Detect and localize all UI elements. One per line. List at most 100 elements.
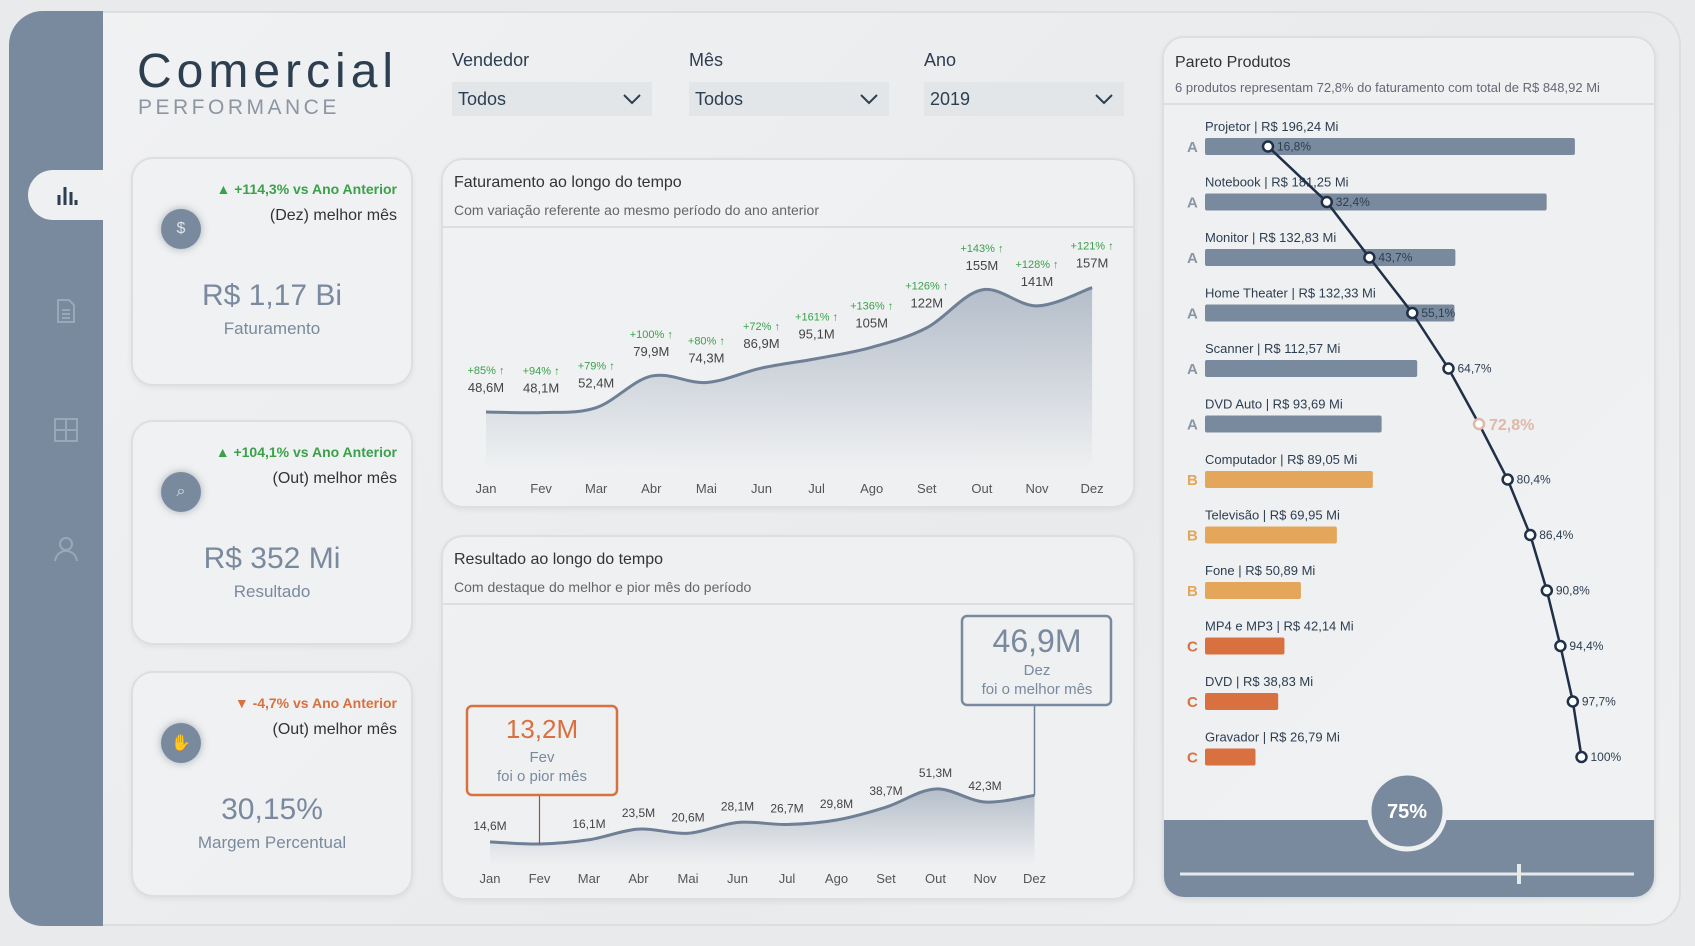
chevron-down-icon xyxy=(622,89,642,110)
kpi-best-month: (Out) melhor mês xyxy=(272,470,397,487)
product-label: Notebook | R$ 181,25 Mi xyxy=(1205,175,1349,190)
ano-dropdown[interactable]: 2019 xyxy=(924,82,1124,116)
value-label: 23,5M xyxy=(622,806,655,820)
abc-class: C xyxy=(1187,750,1198,767)
abc-class: C xyxy=(1187,639,1198,656)
product-label: Televisão | R$ 69,95 Mi xyxy=(1205,508,1340,523)
best-month: Dez xyxy=(1024,662,1051,679)
kpi-label: Resultado xyxy=(233,582,311,601)
cumulative-point xyxy=(1472,417,1486,431)
cumulative-point xyxy=(1501,473,1514,486)
value-label: 79,9M xyxy=(633,344,669,359)
x-tick-label: Set xyxy=(876,871,896,886)
x-tick-label: Out xyxy=(971,481,992,496)
cumulative-label: 100% xyxy=(1591,750,1622,764)
x-tick-label: Jul xyxy=(808,481,825,496)
chevron-down-icon xyxy=(859,89,879,110)
vendedor-value: Todos xyxy=(458,88,507,109)
product-bar xyxy=(1205,748,1256,766)
variation-label: +121% ↑ xyxy=(1071,241,1114,253)
value-label: 74,3M xyxy=(688,351,724,366)
product-bar xyxy=(1205,693,1279,710)
product-label: DVD Auto | R$ 93,69 Mi xyxy=(1205,397,1343,412)
vendedor-dropdown[interactable]: Todos xyxy=(452,82,652,116)
abc-class: A xyxy=(1187,250,1198,267)
value-label: 26,7M xyxy=(770,801,803,815)
cumulative-point xyxy=(1554,639,1567,653)
kpi-margem: ▼ -4,7% vs Ano Anterior (Out) melhor mês… xyxy=(131,671,413,897)
abc-class: A xyxy=(1187,306,1198,323)
variation-label: +79% ↑ xyxy=(578,361,615,373)
x-tick-label: Nov xyxy=(973,871,997,886)
mes-dropdown[interactable]: Todos xyxy=(689,82,889,116)
value-label: 38,7M xyxy=(869,784,902,798)
kpi-delta: ▼ -4,7% vs Ano Anterior xyxy=(234,695,397,711)
kpi-label: Margem Percentual xyxy=(197,833,347,852)
ano-value: 2019 xyxy=(930,88,971,109)
value-label: 42,3M xyxy=(968,779,1001,793)
worst-text: foi o pior mês xyxy=(497,768,587,785)
arrow-up-icon: ▲ xyxy=(215,444,234,460)
value-label: 95,1M xyxy=(799,327,835,342)
product-bar xyxy=(1205,360,1418,377)
abc-class: A xyxy=(1187,139,1198,156)
value-label: 16,1M xyxy=(572,817,605,831)
worst-month-callout xyxy=(465,704,619,797)
x-tick-label: Ago xyxy=(860,481,883,496)
variation-label: +80% ↑ xyxy=(688,336,725,348)
x-tick-label: Mar xyxy=(578,871,601,886)
abc-class: B xyxy=(1187,528,1198,545)
nav-grid[interactable] xyxy=(28,405,103,455)
page-title: Comercial xyxy=(137,45,399,98)
kpi-delta: ▲ +104,1% vs Ano Anterior xyxy=(215,444,397,460)
chart-title: Resultado ao longo do tempo xyxy=(454,551,664,568)
page-subtitle: PERFORMANCE xyxy=(138,96,340,119)
kpi-delta: ▲ +114,3% vs Ano Anterior xyxy=(216,181,398,197)
x-tick-label: Abr xyxy=(641,481,662,496)
x-tick-label: Jun xyxy=(751,481,772,496)
cumulative-label: 64,7% xyxy=(1457,362,1491,376)
value-label: 48,6M xyxy=(468,380,504,395)
x-tick-label: Out xyxy=(925,871,946,886)
filter-label-mes: Mês xyxy=(689,50,724,70)
x-tick-label: Fev xyxy=(530,481,552,496)
divider xyxy=(1164,103,1654,105)
chart-title: Pareto Produtos xyxy=(1175,54,1291,71)
cumulative-label: 72,8% xyxy=(1489,417,1534,434)
hand-coin-icon: ✋ xyxy=(161,723,201,763)
threshold-value: 75% xyxy=(1387,801,1427,823)
cumulative-label: 32,4% xyxy=(1336,195,1370,209)
bar-chart-icon xyxy=(57,187,77,205)
x-tick-label: Jan xyxy=(480,871,501,886)
cumulative-point xyxy=(1566,695,1580,708)
value-label: 20,6M xyxy=(671,810,704,824)
nav-dashboard[interactable] xyxy=(28,170,103,220)
variation-label: +72% ↑ xyxy=(743,321,780,333)
product-label: Home Theater | R$ 132,33 Mi xyxy=(1205,286,1376,301)
value-label: 157M xyxy=(1076,256,1109,271)
cumulative-point xyxy=(1363,251,1376,264)
chevron-down-icon xyxy=(1094,89,1114,110)
threshold-slider-thumb[interactable] xyxy=(1517,864,1521,884)
cumulative-label: 94,4% xyxy=(1569,639,1603,653)
kpi-label: Faturamento xyxy=(223,319,321,338)
cumulative-point xyxy=(1320,195,1334,209)
best-month-callout xyxy=(960,614,1113,707)
cumulative-point xyxy=(1442,362,1455,375)
grid-icon xyxy=(53,418,78,442)
value-label: 14,6M xyxy=(473,819,506,833)
variation-label: +161% ↑ xyxy=(795,312,838,324)
kpi-best-month: (Out) melhor mês xyxy=(272,721,397,738)
faturamento-area xyxy=(486,287,1093,470)
x-tick-label: Mai xyxy=(678,871,699,886)
product-label: Scanner | R$ 112,57 Mi xyxy=(1205,341,1340,356)
faturamento-line xyxy=(485,286,1093,415)
x-tick-label: Mar xyxy=(585,481,608,496)
product-label: Computador | R$ 89,05 Mi xyxy=(1205,452,1357,467)
value-label: 122M xyxy=(911,296,944,311)
nav-user[interactable] xyxy=(28,524,103,574)
abc-class: A xyxy=(1187,361,1198,378)
cumulative-point xyxy=(1524,528,1537,542)
nav-report[interactable] xyxy=(28,286,103,336)
